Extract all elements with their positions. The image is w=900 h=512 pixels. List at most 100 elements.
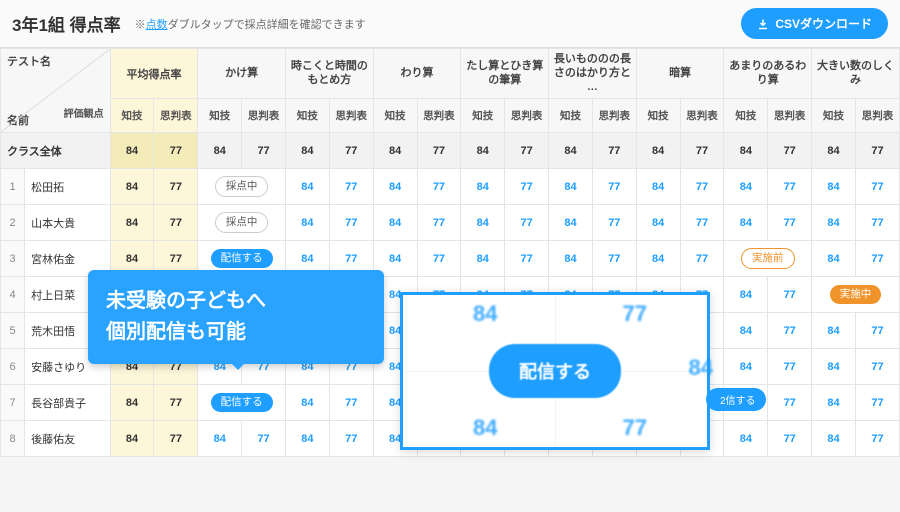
- distribute-cell[interactable]: 配信する: [198, 385, 286, 421]
- score-cell[interactable]: 77: [768, 205, 812, 241]
- hint-link[interactable]: 点数: [146, 19, 168, 31]
- student-name[interactable]: 長谷部貴子: [25, 385, 111, 421]
- score-cell[interactable]: 77: [329, 421, 373, 457]
- score-cell[interactable]: 77: [680, 241, 724, 277]
- score-cell[interactable]: 84: [724, 205, 768, 241]
- callout-tooltip: 未受験の子どもへ 個別配信も可能: [88, 270, 384, 364]
- score-cell[interactable]: 84: [285, 205, 329, 241]
- avg-cell: 77: [154, 385, 198, 421]
- score-cell[interactable]: 77: [242, 421, 286, 457]
- sub-header: 思判表: [680, 99, 724, 133]
- score-cell[interactable]: 84: [198, 421, 242, 457]
- sub-header: 知技: [110, 99, 154, 133]
- score-cell[interactable]: 77: [329, 205, 373, 241]
- sub-header: 知技: [549, 99, 593, 133]
- avg-cell: 77: [154, 421, 198, 457]
- score-cell[interactable]: 77: [855, 421, 899, 457]
- score-cell[interactable]: 84: [724, 421, 768, 457]
- score-cell[interactable]: 84: [812, 421, 856, 457]
- avg-cell: 77: [154, 169, 198, 205]
- student-name[interactable]: 松田拓: [25, 169, 111, 205]
- csv-download-button[interactable]: CSVダウンロード: [741, 8, 888, 39]
- score-cell[interactable]: 84: [285, 169, 329, 205]
- class-summary-row: クラス全体 84 77 8477847784778477847784778477…: [1, 133, 900, 169]
- row-index: 4: [1, 277, 25, 313]
- test-header: 長いもののの長さのはかり方と …: [549, 49, 637, 99]
- student-name[interactable]: 山本大貴: [25, 205, 111, 241]
- score-cell[interactable]: 84: [812, 349, 856, 385]
- grading-cell: 採点中: [198, 169, 286, 205]
- score-cell[interactable]: 77: [855, 205, 899, 241]
- score-cell[interactable]: 77: [680, 169, 724, 205]
- test-header: たし算とひき算の筆算: [461, 49, 549, 99]
- score-cell[interactable]: 77: [768, 349, 812, 385]
- score-cell[interactable]: 77: [329, 385, 373, 421]
- score-cell[interactable]: 84: [812, 241, 856, 277]
- score-cell[interactable]: 77: [855, 349, 899, 385]
- score-cell[interactable]: 77: [592, 205, 636, 241]
- score-cell[interactable]: 77: [768, 385, 812, 421]
- test-header: 大きい数のしくみ: [812, 49, 900, 99]
- avg-cell: 84: [110, 205, 154, 241]
- score-cell[interactable]: 84: [285, 385, 329, 421]
- test-header: かけ算: [198, 49, 286, 99]
- sub-header: 知技: [812, 99, 856, 133]
- row-index: 8: [1, 421, 25, 457]
- page-title: 3年1組 得点率: [12, 11, 121, 36]
- score-cell[interactable]: 84: [461, 241, 505, 277]
- score-cell[interactable]: 77: [855, 385, 899, 421]
- score-cell[interactable]: 84: [724, 169, 768, 205]
- student-row: 1 松田拓 84 77採点中84 7784 7784 7784 7784 778…: [1, 169, 900, 205]
- score-cell[interactable]: 84: [812, 385, 856, 421]
- student-name[interactable]: 後藤佑友: [25, 421, 111, 457]
- sub-header: 知技: [198, 99, 242, 133]
- score-cell[interactable]: 84: [636, 169, 680, 205]
- score-cell[interactable]: 77: [768, 313, 812, 349]
- score-cell[interactable]: 77: [505, 169, 549, 205]
- score-cell[interactable]: 77: [592, 241, 636, 277]
- score-cell[interactable]: 77: [592, 169, 636, 205]
- score-cell[interactable]: 77: [768, 277, 812, 313]
- score-cell[interactable]: 77: [329, 169, 373, 205]
- score-cell[interactable]: 84: [812, 205, 856, 241]
- sub-header: 思判表: [242, 99, 286, 133]
- score-cell[interactable]: 77: [768, 169, 812, 205]
- score-cell[interactable]: 77: [855, 313, 899, 349]
- grading-cell: 採点中: [198, 205, 286, 241]
- score-cell[interactable]: 84: [724, 349, 768, 385]
- score-cell[interactable]: 84: [724, 313, 768, 349]
- score-cell[interactable]: 84: [812, 169, 856, 205]
- score-cell[interactable]: 84: [636, 205, 680, 241]
- hint-text: ※点数ダブルタップで採点詳細を確認できます: [135, 16, 366, 32]
- score-cell[interactable]: 77: [768, 421, 812, 457]
- score-cell[interactable]: 77: [417, 241, 461, 277]
- score-cell[interactable]: 84: [285, 421, 329, 457]
- score-cell[interactable]: 84: [724, 277, 768, 313]
- score-cell[interactable]: 84: [549, 205, 593, 241]
- score-cell[interactable]: 84: [461, 205, 505, 241]
- test-header: あまりのあるわり算: [724, 49, 812, 99]
- score-cell[interactable]: 77: [855, 169, 899, 205]
- pre-cell: 実施前: [724, 241, 812, 277]
- score-cell[interactable]: 84: [373, 169, 417, 205]
- sub-header: 知技: [373, 99, 417, 133]
- score-cell[interactable]: 77: [855, 241, 899, 277]
- score-cell[interactable]: 77: [417, 205, 461, 241]
- score-cell[interactable]: 84: [812, 313, 856, 349]
- zoom-distribute-button[interactable]: 配信する: [489, 344, 621, 398]
- test-header: 暗算: [636, 49, 724, 99]
- score-cell[interactable]: 84: [549, 241, 593, 277]
- score-cell[interactable]: 77: [505, 205, 549, 241]
- score-cell[interactable]: 84: [461, 169, 505, 205]
- score-cell[interactable]: 84: [636, 241, 680, 277]
- score-cell[interactable]: 84: [373, 205, 417, 241]
- score-cell[interactable]: 77: [417, 169, 461, 205]
- sub-header: 思判表: [154, 99, 198, 133]
- corner-header: テスト名 評価観点 名前: [1, 49, 111, 133]
- score-cell[interactable]: 77: [505, 241, 549, 277]
- score-cell[interactable]: 77: [680, 205, 724, 241]
- score-cell[interactable]: 84: [549, 169, 593, 205]
- sub-header: 思判表: [768, 99, 812, 133]
- distribute-pill-cut[interactable]: 2信する: [706, 388, 766, 411]
- row-index: 6: [1, 349, 25, 385]
